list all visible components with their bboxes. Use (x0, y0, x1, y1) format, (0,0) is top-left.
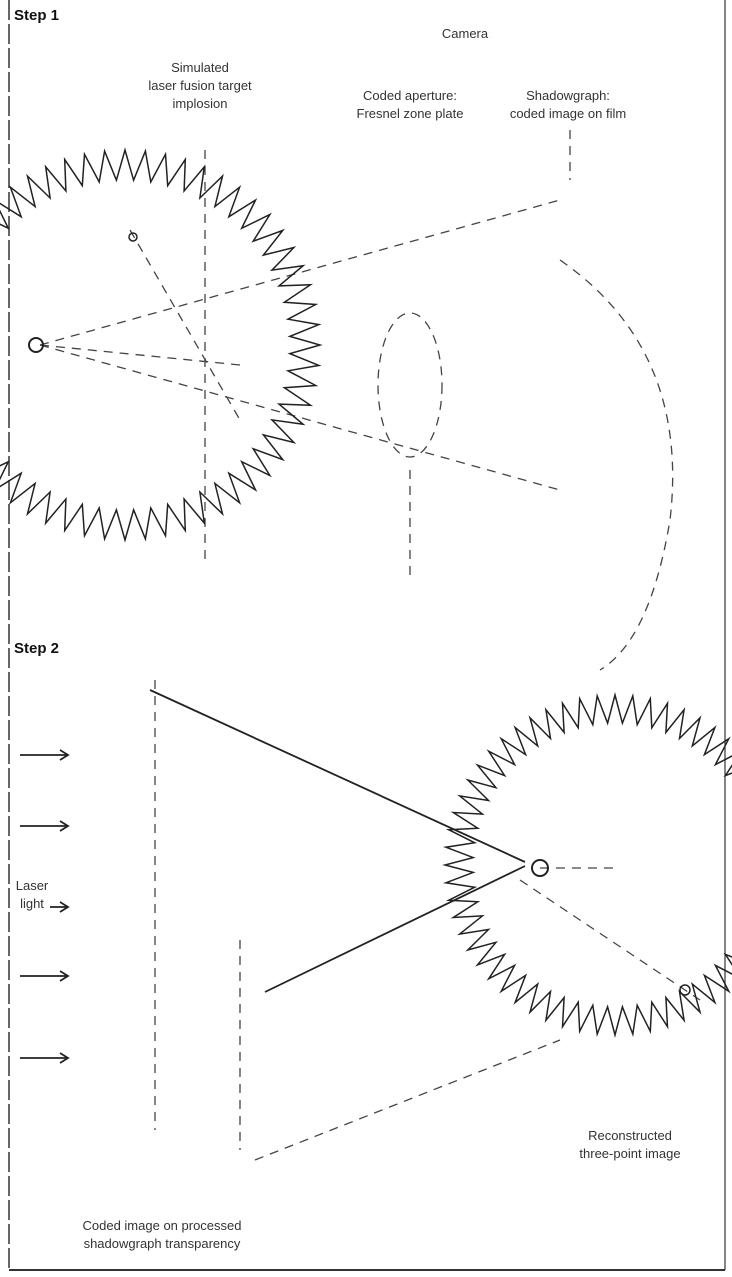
point (28, 337, 44, 353)
step-label: Step 2 (14, 640, 59, 657)
starburst (442, 692, 732, 1038)
film (559, 259, 674, 671)
label-line: shadowgraph transparency (84, 1236, 241, 1251)
point (128, 232, 138, 242)
point (679, 984, 691, 996)
ray (39, 344, 561, 491)
labels: Simulated laser fusion target implosion Cod… (16, 60, 681, 1251)
label-line: three-point image (579, 1146, 680, 1161)
label-line: implosion (173, 96, 228, 111)
ray (39, 199, 561, 346)
zone-plate (377, 312, 443, 458)
point (531, 859, 549, 877)
ray (519, 879, 701, 1001)
arrow (20, 820, 70, 832)
label-line: coded image on film (510, 106, 626, 121)
step-label: Step 1 (14, 7, 59, 24)
label-line: Shadowgraph: (526, 88, 610, 103)
ray (129, 229, 241, 421)
arrows (20, 749, 70, 1064)
label-line: Reconstructed (588, 1128, 672, 1143)
ray (264, 865, 526, 993)
starburst (0, 147, 323, 543)
label-line: light (20, 896, 44, 911)
label-line: Fresnel zone plate (357, 106, 464, 121)
label-line: Coded aperture: (363, 88, 457, 103)
arrow (50, 901, 70, 913)
arrow (20, 970, 70, 982)
ray (254, 1039, 561, 1161)
label-line: Simulated (171, 60, 229, 75)
camera-label: Camera (442, 26, 489, 41)
ray (149, 689, 526, 863)
label-line: laser fusion target (148, 78, 252, 93)
step2-drawing (20, 680, 732, 1161)
arrow (20, 1052, 70, 1064)
label-line: Laser (16, 878, 49, 893)
step1-drawing (0, 130, 674, 671)
arrow (20, 749, 70, 761)
label-line: Coded image on processed (83, 1218, 242, 1233)
